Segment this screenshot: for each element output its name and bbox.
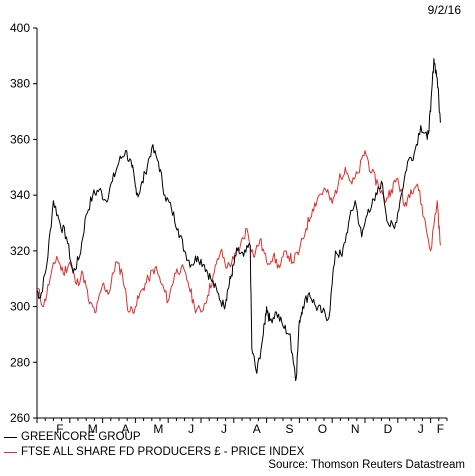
x-tick-label: F — [56, 422, 63, 436]
x-tick-label: A — [122, 422, 130, 436]
y-tick-label: 380 — [10, 77, 30, 91]
source-note: Source: Thomson Reuters Datastream — [268, 459, 465, 471]
x-tick-label: N — [351, 422, 360, 436]
x-tick-label: J — [418, 422, 424, 436]
x-tick-label: J — [221, 422, 227, 436]
x-tick-label: S — [286, 422, 294, 436]
y-tick-label: 320 — [10, 244, 30, 258]
x-tick-label: F — [437, 422, 444, 436]
series-line-ftse — [36, 150, 441, 315]
y-tick-label: 260 — [10, 411, 30, 425]
y-tick-label: 300 — [10, 300, 30, 314]
x-tick-label: M — [88, 422, 98, 436]
y-tick-label: 340 — [10, 188, 30, 202]
chart-date: 9/2/16 — [427, 3, 461, 17]
legend-label-greencore: GREENCORE GROUP — [21, 431, 141, 443]
y-tick-label: 360 — [10, 132, 30, 146]
plot-lines — [36, 58, 441, 382]
y-axis: 260 280 300 320 340 360 380 400 — [10, 21, 38, 425]
y-tick-label: 400 — [10, 21, 30, 35]
legend-label-ftse: FTSE ALL SHARE FD PRODUCERS £ - PRICE IN… — [21, 446, 305, 458]
x-tick-label: A — [253, 422, 261, 436]
series-line-greencore — [36, 58, 441, 382]
x-tick-label: M — [153, 422, 163, 436]
x-tick-label: D — [384, 422, 393, 436]
legend-item-ftse: FTSE ALL SHARE FD PRODUCERS £ - PRICE IN… — [4, 445, 304, 460]
y-tick-label: 280 — [10, 355, 30, 369]
legend-swatch-greencore — [4, 437, 17, 438]
x-tick-label: O — [318, 422, 327, 436]
legend-item-greencore: GREENCORE GROUP — [4, 430, 304, 445]
legend: GREENCORE GROUP FTSE ALL SHARE FD PRODUC… — [4, 430, 304, 460]
x-tick-label: J — [188, 422, 194, 436]
legend-swatch-ftse — [4, 452, 17, 453]
